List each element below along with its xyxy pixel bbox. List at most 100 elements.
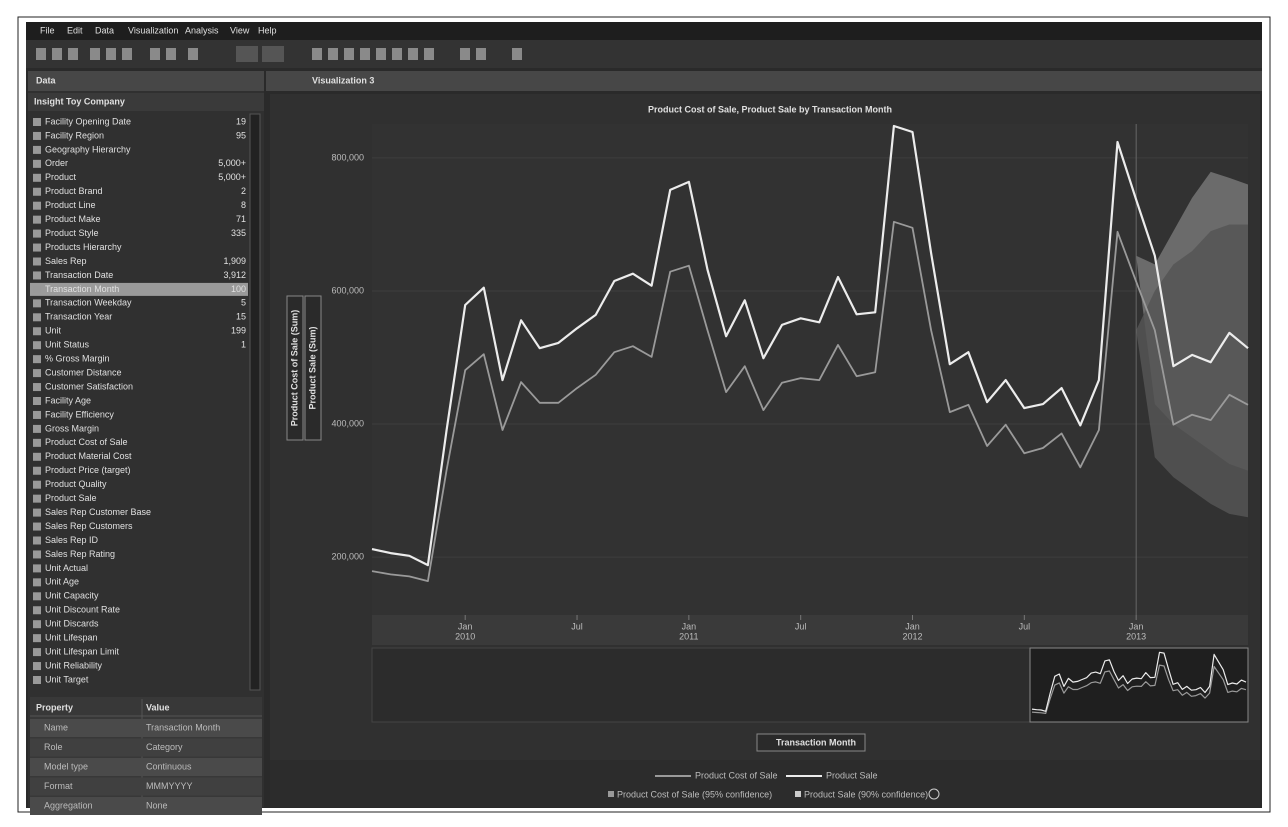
menu-item[interactable]: Visualization <box>128 25 178 35</box>
data-item[interactable]: Sales Rep Customer Base <box>45 507 151 517</box>
item-icon <box>33 424 41 433</box>
scrollbar[interactable] <box>249 113 261 691</box>
item-icon <box>33 397 41 405</box>
data-item[interactable]: Customer Distance <box>45 367 122 377</box>
x-tick-label: 2013 <box>1126 631 1146 641</box>
data-item[interactable]: Sales Rep ID <box>45 535 99 545</box>
data-item[interactable]: Unit Discount Rate <box>45 605 120 615</box>
table-cell: Aggregation <box>44 800 93 810</box>
data-item[interactable]: Unit Age <box>45 577 79 587</box>
data-item[interactable]: Product Line <box>45 200 96 210</box>
data-item[interactable]: Unit Actual <box>45 563 88 573</box>
item-count: 71 <box>236 214 246 224</box>
data-item[interactable]: Unit Capacity <box>45 591 99 601</box>
data-item[interactable]: Sales Rep <box>45 256 87 266</box>
data-item[interactable]: Product Material Cost <box>45 451 132 461</box>
item-icon <box>33 271 41 280</box>
data-item[interactable]: Unit Reliability <box>45 660 103 670</box>
y-tick-label: 200,000 <box>331 551 364 561</box>
x-tick-label: 2011 <box>679 631 698 641</box>
data-item[interactable]: Product Brand <box>45 186 103 196</box>
item-icon <box>33 592 41 601</box>
data-item[interactable]: Facility Opening Date <box>45 116 131 126</box>
item-icon <box>33 229 41 238</box>
item-icon <box>33 173 41 182</box>
item-icon <box>33 606 41 615</box>
data-item[interactable]: Product <box>45 172 77 182</box>
menu-item[interactable]: Help <box>258 25 277 35</box>
data-item[interactable]: Geography Hierarchy <box>45 144 131 154</box>
item-icon <box>33 662 41 671</box>
y-axis-button[interactable] <box>304 295 322 441</box>
data-item[interactable]: % Gross Margin <box>45 354 110 364</box>
data-item[interactable]: Products Hierarchy <box>45 242 122 252</box>
toolbar-icons[interactable] <box>36 46 522 62</box>
data-item[interactable]: Unit Status <box>45 340 90 350</box>
data-item[interactable]: Product Make <box>45 214 101 224</box>
data-item[interactable]: Product Quality <box>45 479 107 489</box>
legend-label: Product Sale (90% confidence) <box>804 789 928 799</box>
x-axis-button[interactable] <box>756 733 866 752</box>
item-count: 19 <box>236 116 246 126</box>
data-item[interactable]: Transaction Weekday <box>45 298 132 308</box>
data-item[interactable]: Product Cost of Sale <box>45 437 128 447</box>
data-item[interactable]: Unit Discards <box>45 619 99 629</box>
data-item[interactable]: Facility Age <box>45 395 91 405</box>
data-item[interactable]: Sales Rep Rating <box>45 549 115 559</box>
data-source: Insight Toy Company <box>34 96 125 106</box>
menu-item[interactable]: Edit <box>67 25 83 35</box>
data-item[interactable]: Product Price (target) <box>45 465 131 475</box>
data-item[interactable]: Gross Margin <box>45 423 99 433</box>
item-count: 5,000+ <box>218 158 246 168</box>
item-icon <box>33 201 41 210</box>
legend-area <box>270 760 1260 807</box>
x-tick-label: Jul <box>795 621 807 631</box>
data-item[interactable]: Transaction Month <box>45 284 119 294</box>
x-tick-label: Jan <box>1129 621 1144 631</box>
table-cell: Model type <box>44 761 88 771</box>
item-icon <box>33 550 41 559</box>
overview-line <box>1031 651 1247 712</box>
data-item[interactable]: Unit <box>45 326 62 336</box>
item-count: 2 <box>241 186 246 196</box>
x-tick-label: Jan <box>458 621 473 631</box>
item-icon <box>33 494 41 503</box>
table-cell: None <box>146 800 168 810</box>
x-tick-label: Jan <box>682 621 697 631</box>
y-tick-label: 800,000 <box>331 152 364 162</box>
legend-swatch <box>608 791 614 797</box>
item-icon <box>33 215 41 224</box>
table-row <box>30 777 262 796</box>
data-item[interactable]: Customer Satisfaction <box>45 381 133 391</box>
data-item[interactable]: Product Sale <box>45 493 97 503</box>
item-icon <box>33 131 41 140</box>
item-count: 5 <box>241 298 246 308</box>
menu-item[interactable]: File <box>40 25 55 35</box>
data-item[interactable]: Unit Target <box>45 674 89 684</box>
item-icon <box>33 648 41 657</box>
menu-item[interactable]: View <box>230 25 250 35</box>
data-item[interactable]: Transaction Date <box>45 270 113 280</box>
menu-item[interactable]: Data <box>95 25 114 35</box>
item-count: 3,912 <box>223 270 246 280</box>
x-tick-label: Jul <box>1019 621 1031 631</box>
table-header: Property <box>36 702 73 712</box>
data-item[interactable]: Transaction Year <box>45 312 112 322</box>
overview-selection[interactable] <box>1029 647 1249 723</box>
menu-item[interactable]: Analysis <box>185 25 219 35</box>
data-item[interactable]: Unit Lifespan <box>45 633 98 643</box>
x-tick-label: 2010 <box>455 631 475 641</box>
data-item[interactable]: Sales Rep Customers <box>45 521 133 531</box>
data-item[interactable]: Facility Efficiency <box>45 409 114 419</box>
table-cell: Format <box>44 781 73 791</box>
table-row <box>30 738 262 757</box>
y-axis-button[interactable] <box>286 295 304 441</box>
info-icon[interactable] <box>928 788 940 800</box>
data-item[interactable]: Order <box>45 158 68 168</box>
data-item[interactable]: Facility Region <box>45 130 104 140</box>
data-item[interactable]: Unit Lifespan Limit <box>45 646 120 656</box>
item-count: 5,000+ <box>218 172 246 182</box>
data-item[interactable]: Product Style <box>45 228 99 238</box>
x-axis-band <box>372 615 1248 645</box>
